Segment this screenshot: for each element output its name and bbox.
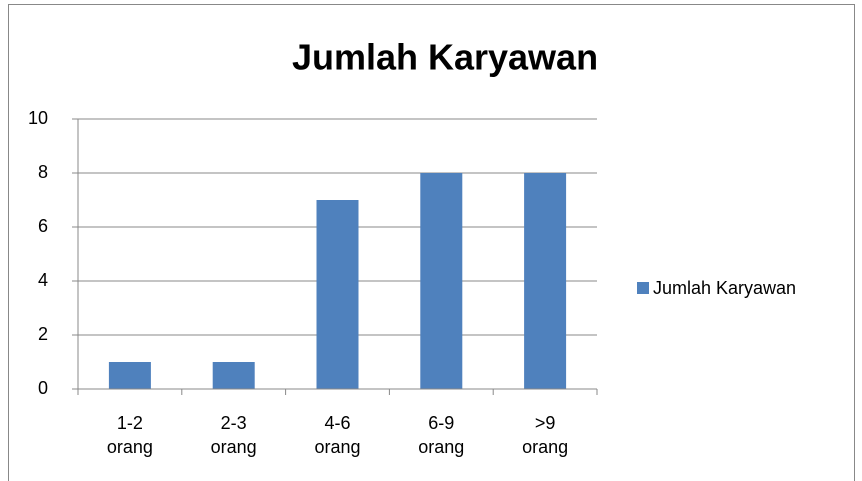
y-tick-label: 6 <box>38 216 48 236</box>
x-tick-label: 6-9 orang <box>418 413 465 457</box>
bar <box>316 200 359 389</box>
legend-label: Jumlah Karyawan <box>653 278 796 298</box>
x-tick-label: 1-2 orang <box>106 413 153 457</box>
y-tick-label: 10 <box>28 108 48 128</box>
y-tick-label: 0 <box>38 378 48 398</box>
x-tick-label: 4-6 orang <box>314 413 361 457</box>
bar <box>420 173 463 389</box>
chart-title: Jumlah Karyawan <box>292 37 598 78</box>
bar <box>524 173 567 389</box>
bar <box>212 362 255 389</box>
bar <box>108 362 151 389</box>
legend-swatch <box>637 282 649 294</box>
y-tick-label: 4 <box>38 270 48 290</box>
x-tick-label: 2-3 orang <box>210 413 257 457</box>
y-tick-label: 8 <box>38 162 48 182</box>
y-tick-label: 2 <box>38 324 48 344</box>
x-tick-label: >9 orang <box>522 413 569 457</box>
